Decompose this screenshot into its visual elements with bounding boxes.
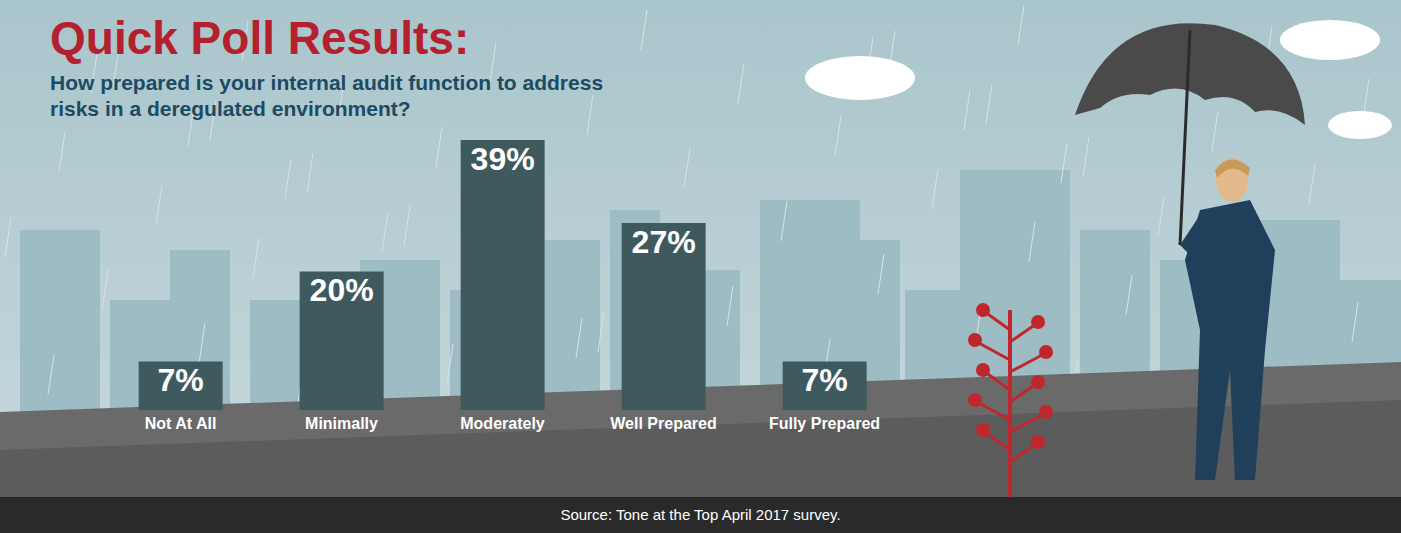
- svg-text:Fully Prepared: Fully Prepared: [769, 415, 880, 432]
- svg-text:7%: 7%: [158, 362, 204, 398]
- svg-text:27%: 27%: [632, 224, 696, 260]
- svg-text:Not At All: Not At All: [145, 415, 217, 432]
- svg-text:7%: 7%: [802, 362, 848, 398]
- svg-text:39%: 39%: [471, 141, 535, 177]
- svg-text:Minimally: Minimally: [305, 415, 378, 432]
- svg-text:Moderately: Moderately: [460, 415, 545, 432]
- svg-text:20%: 20%: [310, 272, 374, 308]
- svg-text:Well Prepared: Well Prepared: [610, 415, 716, 432]
- html-text:Source: Tone at the Top April: Source: Tone at the Top April 2017 surve…: [560, 506, 841, 523]
- html-text:Quick Poll Results:: Quick Poll Results:: [50, 12, 470, 64]
- html-text:How prepared is your internal: How prepared is your internal audit func…: [50, 71, 604, 120]
